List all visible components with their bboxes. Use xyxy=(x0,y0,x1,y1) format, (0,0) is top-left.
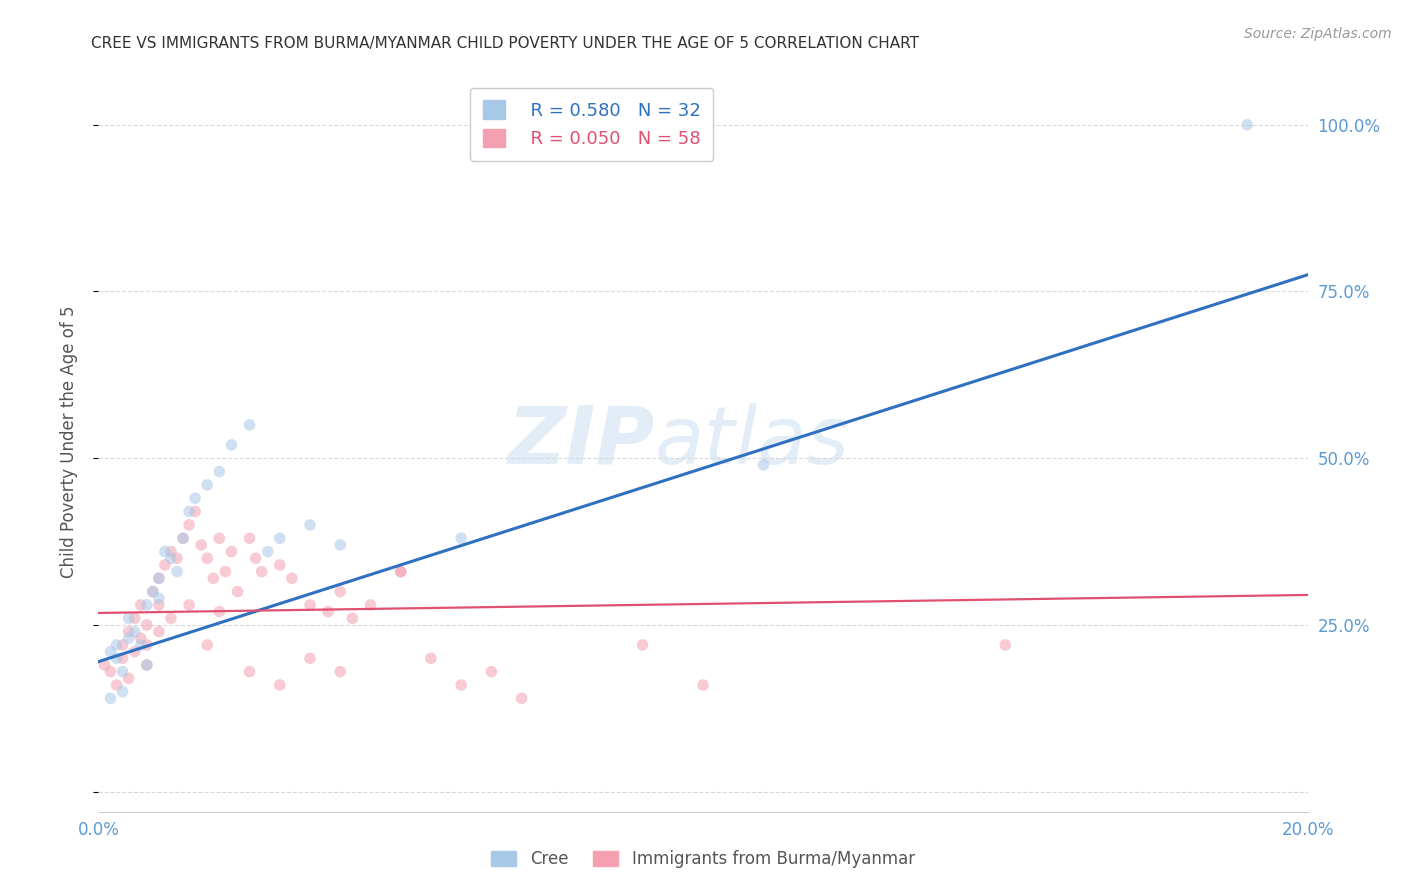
Point xyxy=(281,571,304,585)
Point xyxy=(269,558,291,572)
Point xyxy=(129,638,152,652)
Point xyxy=(111,651,134,665)
Text: ZIP: ZIP xyxy=(508,402,655,481)
Y-axis label: Child Poverty Under the Age of 5: Child Poverty Under the Age of 5 xyxy=(59,305,77,578)
Point xyxy=(195,638,218,652)
Point xyxy=(118,624,141,639)
Point xyxy=(153,544,176,558)
Point xyxy=(250,565,273,579)
Point xyxy=(389,565,412,579)
Point xyxy=(226,584,249,599)
Text: Source: ZipAtlas.com: Source: ZipAtlas.com xyxy=(1244,27,1392,41)
Point xyxy=(208,531,231,545)
Point xyxy=(195,478,218,492)
Point xyxy=(329,584,352,599)
Point xyxy=(105,651,128,665)
Point xyxy=(208,605,231,619)
Point xyxy=(118,611,141,625)
Point xyxy=(148,598,170,612)
Text: atlas: atlas xyxy=(655,402,849,481)
Point xyxy=(692,678,714,692)
Point xyxy=(124,645,146,659)
Text: CREE VS IMMIGRANTS FROM BURMA/MYANMAR CHILD POVERTY UNDER THE AGE OF 5 CORRELATI: CREE VS IMMIGRANTS FROM BURMA/MYANMAR CH… xyxy=(91,36,920,51)
Point xyxy=(100,665,122,679)
Point xyxy=(135,638,157,652)
Point xyxy=(160,551,183,566)
Point xyxy=(184,491,207,506)
Point xyxy=(269,678,291,692)
Point xyxy=(172,531,194,545)
Point xyxy=(100,691,122,706)
Point xyxy=(105,638,128,652)
Point xyxy=(329,538,352,552)
Point xyxy=(160,611,183,625)
Point xyxy=(172,531,194,545)
Point xyxy=(142,584,165,599)
Point xyxy=(190,538,212,552)
Point xyxy=(118,632,141,646)
Point xyxy=(202,571,225,585)
Point xyxy=(450,531,472,545)
Point xyxy=(450,678,472,692)
Point xyxy=(994,638,1017,652)
Point xyxy=(360,598,382,612)
Point xyxy=(135,598,157,612)
Point xyxy=(124,624,146,639)
Point xyxy=(239,665,262,679)
Point xyxy=(245,551,267,566)
Point xyxy=(135,618,157,632)
Point xyxy=(166,551,188,566)
Point xyxy=(153,558,176,572)
Point xyxy=(135,657,157,672)
Point xyxy=(160,544,183,558)
Point xyxy=(221,544,243,558)
Point xyxy=(1236,118,1258,132)
Point xyxy=(135,657,157,672)
Point xyxy=(208,465,231,479)
Point xyxy=(195,551,218,566)
Point xyxy=(124,611,146,625)
Point xyxy=(256,544,278,558)
Point xyxy=(239,417,262,432)
Point xyxy=(129,598,152,612)
Point xyxy=(631,638,654,652)
Point xyxy=(299,517,322,532)
Point xyxy=(481,665,503,679)
Point xyxy=(179,505,201,519)
Point xyxy=(342,611,364,625)
Point xyxy=(214,565,236,579)
Point xyxy=(111,638,134,652)
Point xyxy=(148,624,170,639)
Point xyxy=(179,598,201,612)
Point xyxy=(179,517,201,532)
Point xyxy=(166,565,188,579)
Point xyxy=(105,678,128,692)
Point xyxy=(111,665,134,679)
Point xyxy=(93,657,115,672)
Point xyxy=(184,505,207,519)
Point xyxy=(148,571,170,585)
Point xyxy=(299,598,322,612)
Legend: Cree, Immigrants from Burma/Myanmar: Cree, Immigrants from Burma/Myanmar xyxy=(485,844,921,875)
Legend:   R = 0.580   N = 32,   R = 0.050   N = 58: R = 0.580 N = 32, R = 0.050 N = 58 xyxy=(470,87,713,161)
Point xyxy=(118,671,141,685)
Point xyxy=(239,531,262,545)
Point xyxy=(299,651,322,665)
Point xyxy=(148,591,170,606)
Point xyxy=(111,684,134,698)
Point xyxy=(142,584,165,599)
Point xyxy=(148,571,170,585)
Point xyxy=(389,565,412,579)
Point xyxy=(329,665,352,679)
Point xyxy=(510,691,533,706)
Point xyxy=(316,605,339,619)
Point xyxy=(129,632,152,646)
Point xyxy=(269,531,291,545)
Point xyxy=(420,651,443,665)
Point xyxy=(752,458,775,472)
Point xyxy=(221,438,243,452)
Point xyxy=(100,645,122,659)
